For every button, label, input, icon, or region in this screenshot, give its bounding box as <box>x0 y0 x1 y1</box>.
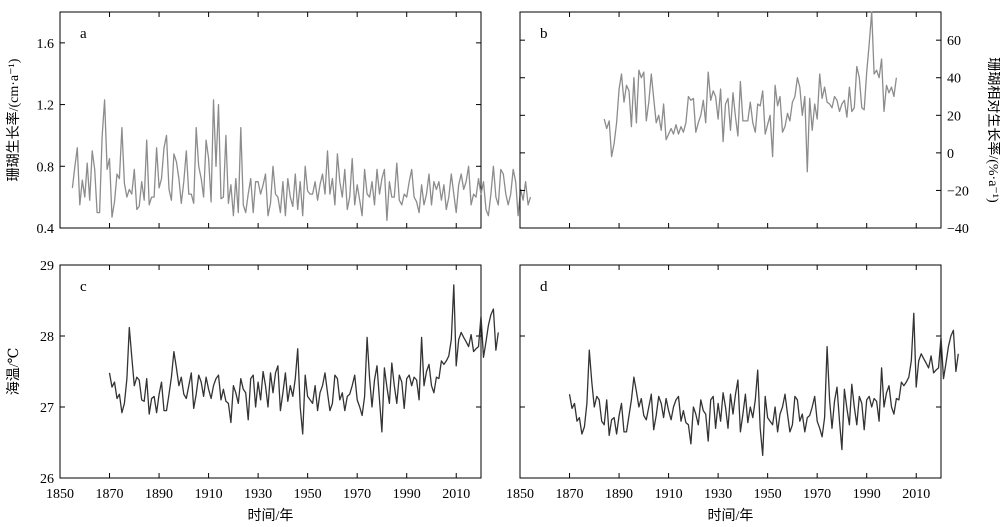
panel-b: −40 −20 0 20 40 60 b 珊瑚相对生长率/(%·a⁻¹) <box>519 11 1000 237</box>
plot-frame-c <box>59 264 482 479</box>
panel-c: 1850 1870 1890 1910 1930 1950 1970 1990 2010 26 27… <box>6 259 499 524</box>
panel-label: c <box>80 279 87 295</box>
x-tick-label: 1870 <box>556 487 584 502</box>
plot-frame-b <box>519 11 942 229</box>
x-tick-label: 1850 <box>46 487 74 502</box>
x-axis-label: 时间/年 <box>708 508 754 524</box>
x-tick-label: 1970 <box>343 487 371 502</box>
y-axis-label: 海温/℃ <box>6 348 22 396</box>
series-line-d <box>568 312 959 456</box>
y-tick-label: 20 <box>947 109 961 124</box>
y-axis-label: 珊瑚生长率/(cm·a⁻¹) <box>5 58 22 181</box>
x-tick-label: 1890 <box>145 487 173 502</box>
x-tick-label: 1990 <box>393 487 421 502</box>
y-tick-label: −40 <box>947 222 969 237</box>
y-tick-label: 40 <box>947 72 961 87</box>
panel-d: 1850 1870 1890 1910 1930 1950 1970 1990 2010 d 时间/… <box>506 264 959 524</box>
y-tick-label: 0 <box>947 147 954 162</box>
panel-a: 0.4 0.8 1.2 1.6 a 珊瑚生长率/(cm·a⁻¹) <box>5 11 532 237</box>
y-tick-label: 28 <box>40 330 54 345</box>
y-tick-label: 29 <box>40 259 54 274</box>
y-tick-label: 1.6 <box>37 37 55 52</box>
y-tick-label: 60 <box>947 34 961 49</box>
y-tick-label: 1.2 <box>37 99 55 114</box>
x-tick-label: 1930 <box>704 487 732 502</box>
y-tick-label: −20 <box>947 184 969 199</box>
series-line-b <box>603 11 898 173</box>
x-tick-label: 1990 <box>853 487 881 502</box>
plot-frame-a <box>59 11 482 229</box>
plot-frame-d <box>519 264 942 479</box>
y-axis-label: 珊瑚相对生长率/(%·a⁻¹) <box>985 57 1000 203</box>
x-tick-label: 1950 <box>294 487 322 502</box>
x-tick-label: 1910 <box>655 487 683 502</box>
x-tick-label: 1910 <box>195 487 223 502</box>
x-tick-label: 1870 <box>96 487 124 502</box>
y-tick-label: 26 <box>40 472 54 487</box>
y-tick-label: 0.4 <box>37 222 55 237</box>
y-tick-label: 27 <box>40 401 54 416</box>
series-line-a <box>71 99 532 221</box>
x-tick-label: 1930 <box>244 487 272 502</box>
x-tick-label: 1970 <box>803 487 831 502</box>
panel-label: b <box>540 26 548 42</box>
x-tick-label: 2010 <box>902 487 930 502</box>
x-tick-label: 1950 <box>754 487 782 502</box>
series-line-c <box>108 284 499 435</box>
y-tick-label: 0.8 <box>37 160 55 175</box>
panel-label: d <box>540 279 548 295</box>
x-tick-label: 1850 <box>506 487 534 502</box>
x-tick-label: 2010 <box>442 487 470 502</box>
panel-label: a <box>80 26 87 42</box>
panels: 0.4 0.8 1.2 1.6 a 珊瑚生长率/(cm·a⁻¹) −40 −20 0 20 40 60… <box>5 11 1000 524</box>
x-axis-label: 时间/年 <box>248 508 294 524</box>
x-tick-label: 1890 <box>605 487 633 502</box>
